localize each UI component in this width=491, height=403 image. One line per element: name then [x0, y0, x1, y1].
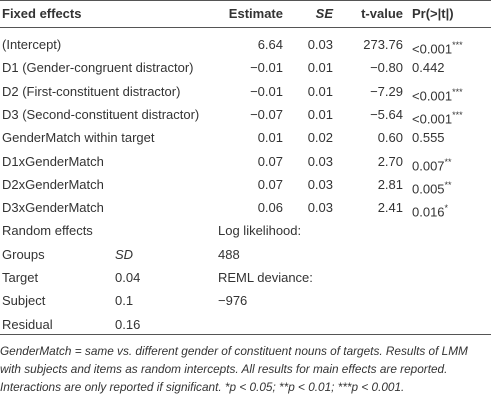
table-cell: 2.81 [377, 176, 403, 192]
table-cell: 273.76 [363, 37, 403, 52]
table-cell: 0.01 [307, 60, 333, 76]
table-cell: <0.001*** [412, 86, 463, 103]
header-cell: SE [315, 6, 333, 21]
table-cell: 0.07 [257, 176, 283, 192]
bottom-rule [0, 334, 491, 335]
table-cell: 0.442 [412, 60, 445, 76]
table-cell: 0.005** [412, 179, 452, 197]
table-cell: <0.001*** [412, 109, 463, 127]
table-cell: Target [2, 270, 39, 285]
table-cell: 0.016* [412, 203, 449, 220]
table-cell: 0.555 [412, 130, 445, 146]
table-cell: <0.001*** [412, 40, 463, 57]
table-cell: 2.70 [377, 153, 403, 169]
significance-stars: * [444, 203, 449, 214]
table-cell: 0.01 [307, 106, 333, 122]
table-cell: D2 (First-constituent distractor) [2, 83, 181, 99]
table-cell: D3 (Second-constituent distractor) [2, 106, 200, 122]
footnote: GenderMatch = same vs. different gender … [0, 344, 468, 394]
table-cell: 0.60 [377, 130, 403, 146]
table-cell: 0.02 [307, 130, 333, 146]
significance-stars: ** [444, 156, 452, 167]
header-cell: Fixed effects [2, 6, 82, 21]
table-cell: −5.64 [370, 106, 403, 122]
fit-cell: REML deviance: [218, 270, 313, 285]
table-cell: −0.01 [250, 60, 283, 76]
column-label: SD [115, 246, 134, 262]
table-cell: 0.03 [307, 200, 333, 216]
table-cell: 0.07 [257, 153, 283, 169]
significance-stars: *** [452, 109, 463, 120]
significance-stars: *** [452, 86, 463, 97]
table-cell: D1 (Gender-congruent distractor) [2, 60, 194, 76]
header-cell: t-value [361, 6, 403, 21]
table-cell: 0.01 [257, 130, 283, 146]
table-cell: 0.1 [115, 293, 134, 309]
top-rule [0, 0, 491, 1]
table-cell: Residual [2, 316, 53, 332]
fit-cell: 488 [218, 246, 240, 262]
table-cell: Subject [2, 293, 46, 309]
significance-stars: *** [452, 40, 463, 50]
table-cell: −0.01 [250, 83, 283, 99]
significance-stars: ** [444, 179, 452, 190]
table-cell: 0.16 [115, 316, 141, 332]
table-cell: −0.80 [370, 60, 403, 76]
table-cell: D3xGenderMatch [2, 200, 104, 216]
table-cell: D2xGenderMatch [2, 176, 104, 192]
table-cell: 6.64 [257, 37, 283, 52]
table-cell: 0.007** [412, 156, 452, 173]
table-cell: 0.01 [307, 83, 333, 99]
table-cell: 0.04 [115, 270, 141, 285]
section-title: Random effects [2, 223, 93, 239]
table-cell: D1xGenderMatch [2, 153, 104, 169]
header-cell: Pr(>|t|) [412, 6, 454, 21]
header-cell: Estimate [228, 6, 283, 21]
table-cell: 0.06 [257, 200, 283, 216]
table-cell: (Intercept) [2, 37, 62, 52]
header-rule [0, 27, 491, 28]
fit-cell: −976 [218, 293, 248, 309]
table-cell: −0.07 [250, 106, 283, 122]
table-cell: 2.41 [377, 200, 403, 216]
column-label: Groups [2, 246, 45, 262]
table-cell: −7.29 [370, 83, 403, 99]
table-cell: 0.03 [307, 37, 333, 52]
fit-cell: Log likelihood: [218, 223, 302, 239]
table-cell: GenderMatch within target [2, 130, 155, 146]
table-cell: 0.03 [307, 153, 333, 169]
table-cell: 0.03 [307, 176, 333, 192]
